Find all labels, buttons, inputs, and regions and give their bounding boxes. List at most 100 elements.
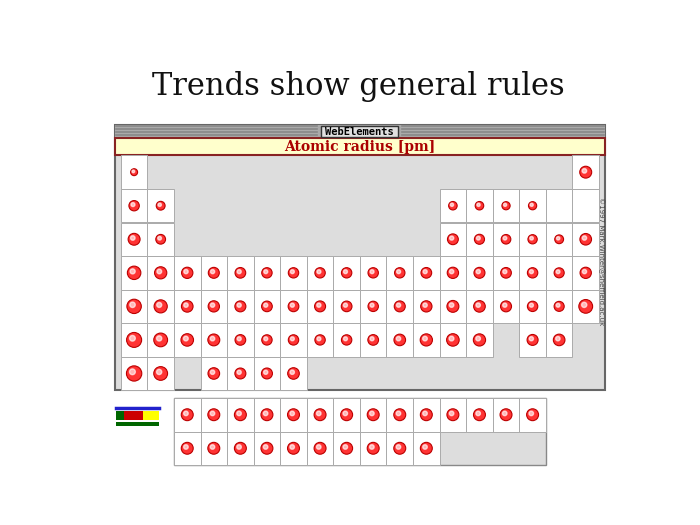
- Bar: [386, 290, 413, 323]
- Circle shape: [155, 267, 167, 279]
- Circle shape: [556, 303, 560, 307]
- Circle shape: [210, 445, 215, 449]
- Circle shape: [261, 368, 272, 379]
- Bar: [121, 223, 148, 256]
- Circle shape: [131, 203, 135, 206]
- Circle shape: [264, 337, 268, 341]
- Circle shape: [503, 270, 507, 274]
- Circle shape: [130, 236, 135, 240]
- Circle shape: [528, 235, 537, 244]
- Circle shape: [314, 409, 326, 421]
- Circle shape: [208, 301, 220, 312]
- Bar: [227, 356, 253, 390]
- Bar: [333, 256, 360, 290]
- Circle shape: [394, 443, 406, 454]
- Circle shape: [582, 269, 587, 274]
- Circle shape: [128, 233, 140, 245]
- Bar: [519, 189, 546, 223]
- Circle shape: [154, 300, 167, 313]
- Bar: [333, 398, 360, 432]
- Bar: [174, 398, 546, 465]
- Circle shape: [237, 411, 242, 416]
- Bar: [466, 398, 493, 432]
- Circle shape: [210, 411, 215, 416]
- Circle shape: [395, 268, 405, 278]
- Circle shape: [158, 203, 162, 206]
- Bar: [413, 398, 440, 432]
- Text: Trends show general rules: Trends show general rules: [153, 71, 565, 102]
- Circle shape: [262, 301, 272, 312]
- Circle shape: [288, 368, 300, 379]
- Circle shape: [157, 302, 162, 308]
- Circle shape: [288, 443, 300, 454]
- Bar: [413, 323, 440, 356]
- Circle shape: [181, 409, 193, 421]
- Circle shape: [129, 201, 139, 211]
- Circle shape: [476, 411, 480, 416]
- Circle shape: [344, 337, 347, 341]
- Circle shape: [132, 170, 134, 173]
- Circle shape: [344, 303, 347, 307]
- Circle shape: [130, 335, 135, 341]
- Circle shape: [529, 337, 533, 341]
- Bar: [115, 124, 606, 139]
- Circle shape: [502, 202, 510, 210]
- Circle shape: [130, 369, 135, 375]
- Bar: [148, 223, 174, 256]
- Bar: [148, 323, 174, 356]
- Circle shape: [264, 270, 268, 274]
- Bar: [493, 290, 519, 323]
- Bar: [519, 256, 546, 290]
- Circle shape: [474, 301, 485, 312]
- Bar: [573, 223, 599, 256]
- Bar: [253, 398, 280, 432]
- Circle shape: [237, 303, 241, 307]
- Circle shape: [554, 301, 564, 311]
- Bar: [307, 323, 333, 356]
- Circle shape: [341, 443, 353, 454]
- Circle shape: [210, 337, 215, 341]
- Circle shape: [370, 303, 374, 307]
- Circle shape: [580, 267, 592, 278]
- Bar: [174, 323, 200, 356]
- Bar: [253, 256, 280, 290]
- Bar: [307, 256, 333, 290]
- Circle shape: [316, 411, 321, 416]
- Bar: [115, 139, 606, 155]
- Bar: [360, 432, 386, 465]
- Circle shape: [317, 270, 321, 274]
- Circle shape: [208, 409, 220, 421]
- Circle shape: [183, 336, 188, 341]
- Circle shape: [290, 445, 295, 449]
- Bar: [493, 256, 519, 290]
- Circle shape: [370, 337, 374, 341]
- Circle shape: [394, 301, 405, 312]
- Circle shape: [314, 443, 326, 454]
- Circle shape: [181, 301, 193, 312]
- Circle shape: [530, 236, 533, 240]
- Circle shape: [131, 169, 138, 176]
- Circle shape: [343, 411, 348, 416]
- Bar: [333, 323, 360, 356]
- Circle shape: [449, 236, 454, 240]
- Circle shape: [475, 234, 484, 244]
- Circle shape: [473, 334, 486, 346]
- Circle shape: [501, 235, 511, 244]
- Circle shape: [156, 201, 165, 210]
- Bar: [148, 189, 174, 223]
- Bar: [573, 155, 599, 189]
- Circle shape: [154, 333, 167, 347]
- Circle shape: [288, 301, 299, 312]
- Circle shape: [235, 268, 246, 278]
- Bar: [174, 290, 200, 323]
- Circle shape: [237, 270, 241, 274]
- Bar: [573, 290, 599, 323]
- Circle shape: [208, 368, 220, 379]
- Bar: [519, 223, 546, 256]
- Circle shape: [503, 203, 507, 206]
- Circle shape: [368, 301, 379, 311]
- Circle shape: [209, 267, 219, 278]
- Circle shape: [237, 370, 241, 374]
- Circle shape: [127, 366, 142, 381]
- Bar: [307, 290, 333, 323]
